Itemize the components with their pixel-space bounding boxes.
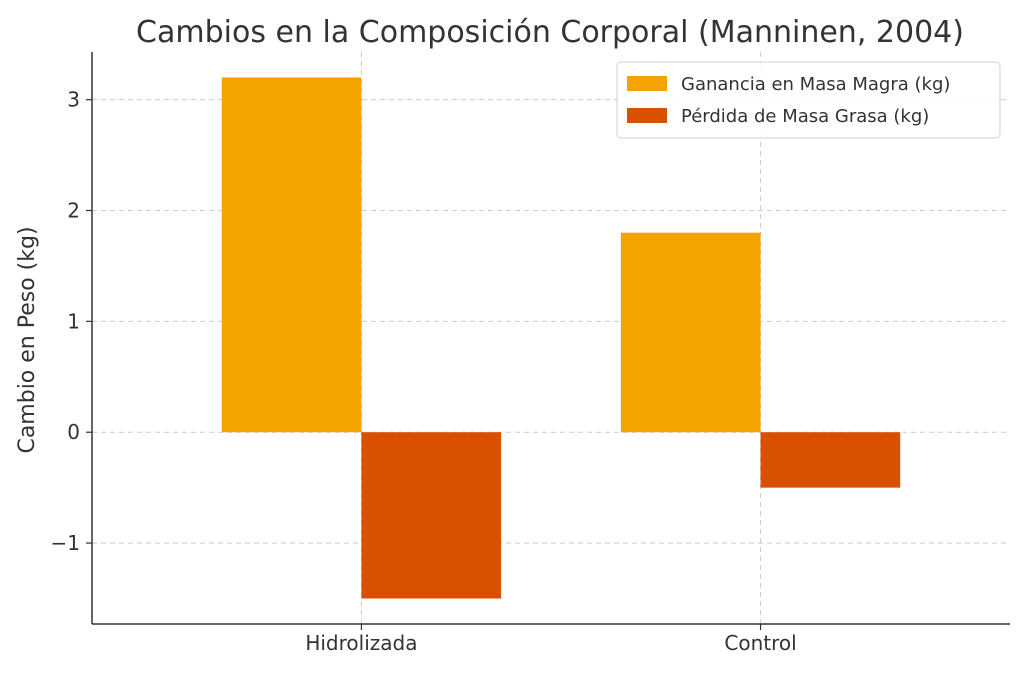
x-tick-label: Hidrolizada xyxy=(305,631,417,655)
bar-fat-mass-1 xyxy=(760,432,901,488)
x-tick-label: Control xyxy=(724,631,796,655)
bar-lean-mass-1 xyxy=(620,232,761,433)
bar-lean-mass-0 xyxy=(221,77,362,433)
y-tick-label: 1 xyxy=(67,309,80,333)
axes xyxy=(86,52,1010,630)
tick-labels: −1 0 1 2 3 Hidrolizada Control xyxy=(51,88,797,655)
legend-swatch xyxy=(627,108,667,123)
legend: Ganancia en Masa Magra (kg) Pérdida de Ma… xyxy=(616,61,1001,139)
y-tick-label: −1 xyxy=(51,531,80,555)
chart-title: Cambios en la Composición Corporal (Mann… xyxy=(136,15,964,50)
y-tick-label: 2 xyxy=(67,199,80,223)
legend-label: Pérdida de Masa Grasa (kg) xyxy=(681,106,929,127)
legend-label: Ganancia en Masa Magra (kg) xyxy=(681,74,950,95)
y-tick-label: 3 xyxy=(67,88,80,112)
bars xyxy=(221,77,901,599)
y-axis-label: Cambio en Peso (kg) xyxy=(15,226,40,453)
legend-swatch xyxy=(627,76,667,91)
legend-box xyxy=(616,61,1001,139)
y-tick-label: 0 xyxy=(67,420,80,444)
bar-fat-mass-0 xyxy=(361,432,502,599)
